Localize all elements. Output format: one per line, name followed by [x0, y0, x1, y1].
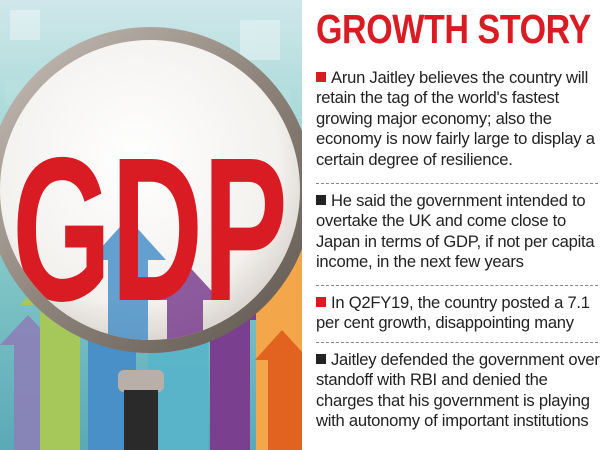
lens-glass	[0, 40, 300, 340]
bullet-text: In Q2FY19, the country posted a 7.1 per …	[316, 293, 590, 333]
bullet-text: Jaitley defended the government over sta…	[316, 350, 600, 431]
bullet-text: Arun Jaitley believes the country will r…	[316, 68, 595, 169]
bullet-item: He said the government intended to overt…	[316, 191, 600, 273]
bullet-item: Arun Jaitley believes the country will r…	[316, 68, 600, 170]
bullet-text: He said the government intended to overt…	[316, 191, 595, 272]
magnifier-handle	[118, 370, 164, 450]
gdp-magnifier-illustration: GDP	[0, 0, 302, 450]
divider	[316, 285, 598, 286]
square-bullet-icon	[316, 354, 326, 364]
bullet-item: In Q2FY19, the country posted a 7.1 per …	[316, 293, 600, 334]
bullet-item: Jaitley defended the government over sta…	[316, 350, 600, 432]
gdp-letters: GDP	[12, 116, 287, 344]
divider	[316, 183, 598, 184]
growth-story-panel: GROWTH STORY Arun Jaitley believes the c…	[302, 0, 600, 450]
illustration-svg: GDP	[0, 0, 302, 450]
square-bullet-icon	[316, 195, 326, 205]
divider	[316, 342, 598, 343]
square-bullet-icon	[316, 297, 326, 307]
square-bullet-icon	[316, 72, 326, 82]
headline: GROWTH STORY	[316, 6, 591, 52]
